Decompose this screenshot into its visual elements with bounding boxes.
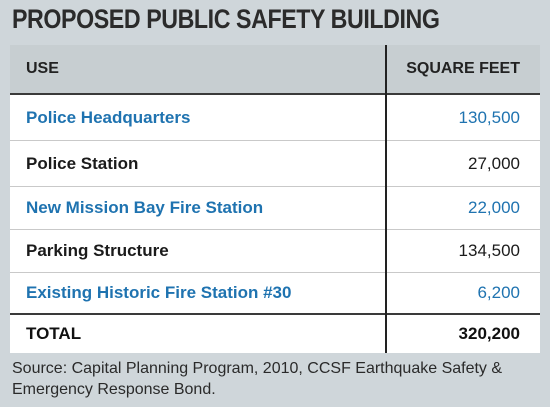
table-row: Police Headquarters 130,500 xyxy=(10,95,540,141)
row-use: Existing Historic Fire Station #30 xyxy=(26,283,292,302)
source-note: Source: Capital Planning Program, 2010, … xyxy=(12,360,503,398)
row-use: Police Headquarters xyxy=(26,107,191,127)
row-square-feet: 22,000 xyxy=(468,198,520,217)
row-use: New Mission Bay Fire Station xyxy=(26,198,264,217)
row-use: Police Station xyxy=(26,153,139,173)
total-value: 320,200 xyxy=(458,324,520,343)
table-row: Existing Historic Fire Station #30 6,200 xyxy=(10,273,540,313)
table-row: Parking Structure 134,500 xyxy=(10,230,540,273)
row-square-feet: 27,000 xyxy=(468,153,520,173)
row-use: Parking Structure xyxy=(26,241,169,260)
table-header: USE SQUARE FEET xyxy=(10,45,540,95)
column-divider xyxy=(385,45,387,353)
table-total-row: TOTAL 320,200 xyxy=(10,313,540,353)
table-row: New Mission Bay Fire Station 22,000 xyxy=(10,187,540,230)
row-square-feet: 130,500 xyxy=(458,107,520,127)
table-row: Police Station 27,000 xyxy=(10,141,540,187)
column-header-use: USE xyxy=(26,60,59,77)
row-square-feet: 134,500 xyxy=(458,241,520,260)
column-header-square-feet: SQUARE FEET xyxy=(406,60,520,77)
total-label: TOTAL xyxy=(26,324,82,343)
row-square-feet: 6,200 xyxy=(477,283,520,302)
page-title: PROPOSED PUBLIC SAFETY BUILDING xyxy=(12,4,440,34)
data-table: USE SQUARE FEET Police Headquarters 130,… xyxy=(10,45,540,353)
